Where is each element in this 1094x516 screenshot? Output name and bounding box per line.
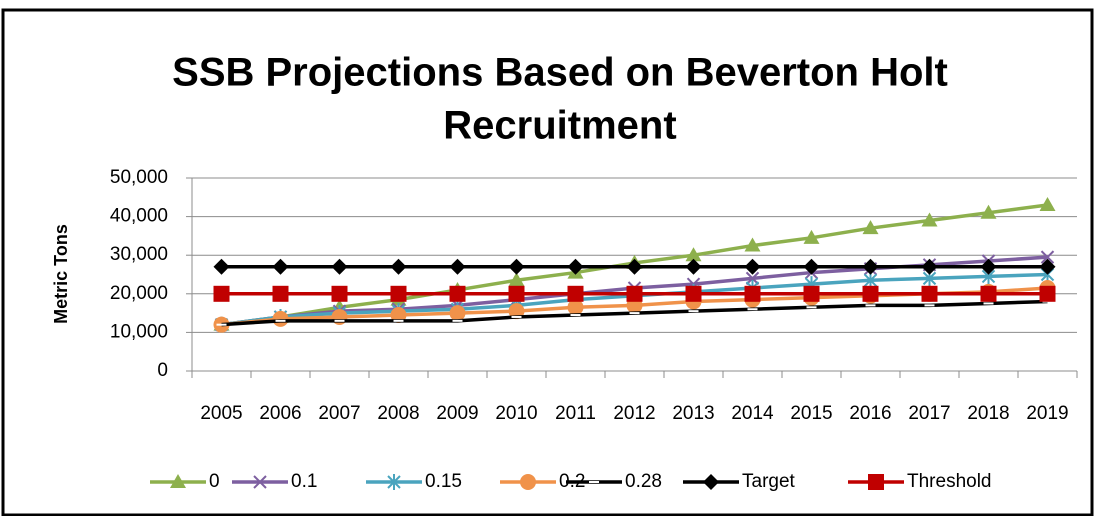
- legend-label: Target: [742, 471, 796, 492]
- chart-title: SSB Projections Based on Beverton Holt: [172, 51, 948, 95]
- data-point: [626, 285, 643, 302]
- data-point: [863, 272, 878, 289]
- legend-label: 0.28: [625, 471, 662, 492]
- legend-marker: [703, 474, 719, 490]
- x-tick-label: 2006: [259, 403, 301, 424]
- y-tick-label: 10,000: [110, 321, 168, 342]
- data-point: [685, 247, 702, 262]
- legend-marker: [520, 474, 536, 490]
- data-point: [744, 237, 761, 252]
- data-point: [390, 258, 407, 275]
- data-point: [567, 285, 584, 302]
- x-tick-label: 2012: [613, 403, 655, 424]
- data-point: [745, 271, 760, 286]
- legend-marker: [387, 474, 401, 490]
- y-tick-label: 30,000: [110, 244, 168, 265]
- legend-marker: [253, 475, 267, 489]
- data-point: [390, 285, 407, 302]
- chart-title: Recruitment: [443, 104, 676, 148]
- x-tick-label: 2013: [672, 403, 714, 424]
- data-point: [331, 258, 348, 275]
- data-point: [1039, 285, 1056, 302]
- data-point: [508, 272, 525, 287]
- data-point: [213, 258, 230, 275]
- data-point: [744, 258, 761, 275]
- data-point: [567, 258, 584, 275]
- data-point: [980, 285, 997, 302]
- legend-label: 0.1: [291, 471, 317, 492]
- data-point: [508, 285, 525, 302]
- y-tick-label: 0: [157, 360, 168, 381]
- data-point: [862, 285, 879, 302]
- x-tick-label: 2018: [967, 403, 1009, 424]
- data-point: [980, 204, 997, 219]
- data-point: [685, 258, 702, 275]
- data-point: [980, 258, 997, 275]
- data-point: [685, 285, 702, 302]
- data-point: [803, 229, 820, 244]
- x-tick-label: 2016: [849, 403, 891, 424]
- x-tick-label: 2011: [555, 403, 596, 424]
- y-tick-label: 20,000: [110, 283, 168, 304]
- legend-label: 0: [209, 471, 220, 492]
- data-point: [272, 258, 289, 275]
- data-point: [862, 220, 879, 235]
- data-point: [449, 258, 466, 275]
- data-point: [508, 258, 525, 275]
- x-tick-label: 2014: [731, 403, 774, 424]
- data-point: [803, 258, 820, 275]
- x-tick-label: 2015: [790, 403, 832, 424]
- data-point: [272, 285, 289, 302]
- data-point: [921, 258, 938, 275]
- data-point: [449, 285, 466, 302]
- legend-label: Threshold: [907, 471, 992, 492]
- x-tick-label: 2005: [200, 403, 242, 424]
- x-tick-label: 2019: [1026, 403, 1068, 424]
- data-point: [921, 212, 938, 227]
- legend-label: 0.15: [425, 471, 462, 492]
- data-point: [803, 285, 820, 302]
- data-point: [272, 310, 289, 327]
- y-tick-label: 40,000: [110, 206, 168, 227]
- y-tick-label: 50,000: [110, 167, 168, 188]
- y-axis-title: Metric Tons: [51, 224, 71, 324]
- data-point: [626, 258, 643, 275]
- legend-marker: [868, 474, 884, 490]
- x-tick-label: 2010: [495, 403, 537, 424]
- x-tick-label: 2007: [318, 403, 360, 424]
- data-point: [1040, 250, 1055, 264]
- data-point: [1039, 258, 1056, 275]
- data-point: [213, 285, 230, 302]
- data-point: [1039, 197, 1056, 212]
- legend-marker: [170, 474, 186, 488]
- data-point: [921, 285, 938, 302]
- chart-border: [1, 8, 1094, 516]
- x-tick-label: 2017: [908, 403, 950, 424]
- data-point: [567, 299, 584, 316]
- data-point: [744, 285, 761, 302]
- x-tick-label: 2008: [377, 403, 419, 424]
- data-point: [449, 305, 466, 322]
- data-point: [331, 285, 348, 302]
- x-tick-label: 2009: [436, 403, 478, 424]
- data-point: [862, 258, 879, 275]
- data-point: [390, 307, 407, 324]
